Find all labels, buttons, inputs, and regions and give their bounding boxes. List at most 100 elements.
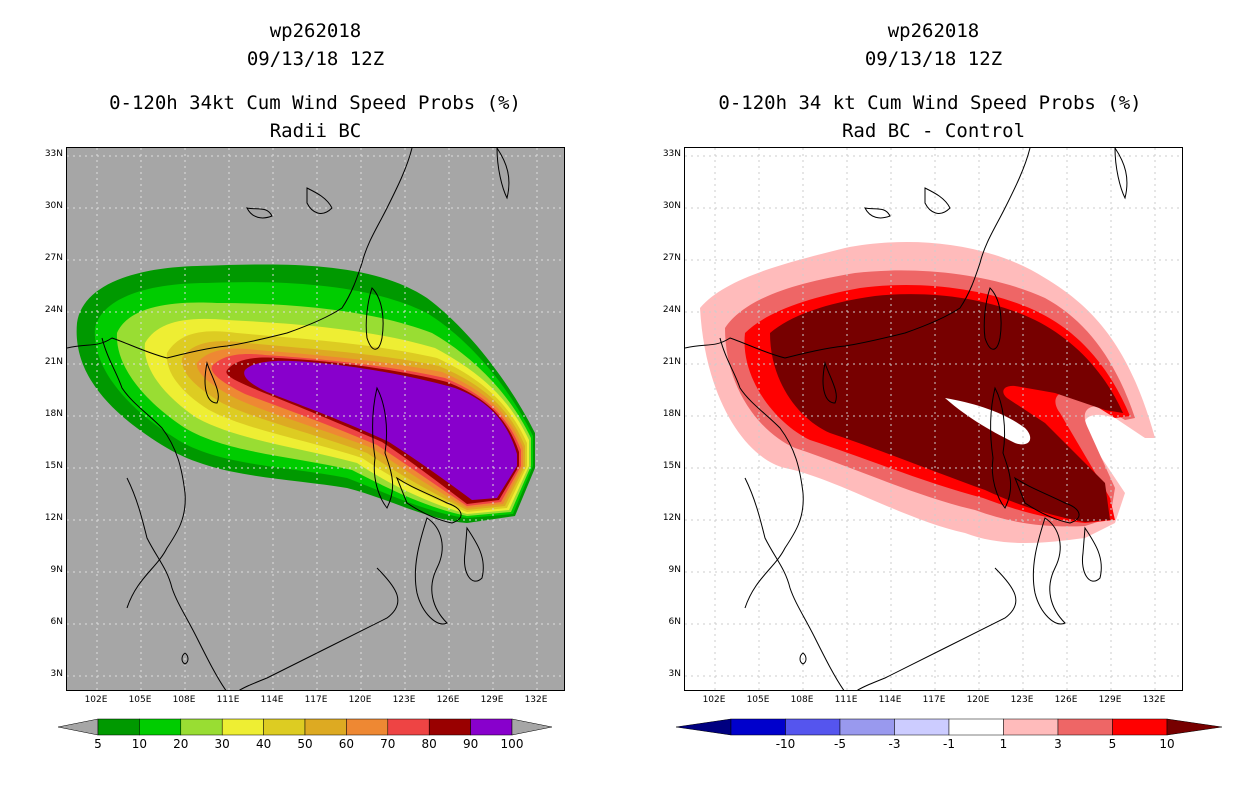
left-xtick-label: 126E [436,695,460,705]
right-xtick-label: 132E [1142,695,1166,705]
left-colorbar-below-arrow [57,718,99,736]
right-colorbar-tick-label: -3 [888,737,901,751]
left-xtick-label: 114E [260,695,284,705]
left-colorbar-tick-label: 20 [173,737,189,751]
right-ytick-label: 27N [662,253,681,263]
right-colorbar-tick-label: -10 [775,737,796,751]
left-colorbar-cell [263,718,306,736]
left-colorbar-tick-label: 30 [214,737,230,751]
right-colorbar-cell [730,718,786,736]
right-xtick-label: 108E [790,695,814,705]
left-xtick-label: 108E [172,695,196,705]
left-colorbar-cell [470,718,513,736]
left-coastlines [67,148,510,690]
left-colorbar-tick-label: 90 [462,737,479,751]
right-ytick-label: 3N [668,669,681,679]
right-xtick-label: 114E [878,695,902,705]
right-colorbar-cell [894,718,950,736]
left-colorbar-cell [346,718,389,736]
right-colorbar-cell [785,718,841,736]
left-colorbar-tick-label: 50 [297,737,313,751]
right-colorbar-cell [1112,718,1168,736]
contour-gt10 [770,294,1123,522]
right-colorbar-tick-label: -1 [943,737,955,751]
right-xtick-label: 105E [746,695,770,705]
left-title-storm: wp262018 [269,20,362,42]
contour-inner-notch [945,398,1031,445]
right-grid [685,148,1182,690]
left-ytick-label: 18N [44,409,63,419]
left-colorbar-tick-label: 40 [255,737,272,751]
right-ytick-label: 12N [662,513,681,523]
right-difference-map [684,147,1183,691]
right-colorbar-cell [839,718,895,736]
right-ytick-label: 30N [662,201,681,211]
left-colorbar-cell [428,718,471,736]
left-colorbar-tick-label: 70 [380,737,396,751]
left-colorbar-tick-label: 60 [338,737,355,751]
right-colorbar-cell [1003,718,1059,736]
left-title-date: 09/13/18 12Z [246,48,385,70]
right-map-svg [685,148,1182,690]
right-title-storm: wp262018 [887,20,980,42]
left-xtick-label: 132E [524,695,548,705]
right-colorbar-above-arrow [1166,718,1223,736]
left-ytick-label: 6N [50,617,63,627]
right-title-date: 09/13/18 12Z [864,48,1003,70]
left-xtick-label: 123E [392,695,416,705]
right-coastlines [685,148,1128,690]
left-colorbar-cell [139,718,182,736]
right-ytick-label: 21N [662,357,681,367]
right-colorbar-tick-label: 3 [1054,737,1062,751]
right-colorbar-tick-label: 5 [1108,737,1117,751]
left-xtick-label: 120E [348,695,372,705]
right-xtick-label: 102E [702,695,726,705]
left-ytick-label: 30N [44,201,63,211]
left-colorbar-cell [221,718,264,736]
right-ytick-label: 9N [668,565,681,575]
left-title-subtitle: Radii BC [269,120,362,142]
left-colorbar-tick-label: 10 [131,737,148,751]
left-map-svg [67,148,564,690]
right-ytick-label: 24N [662,305,681,315]
right-colorbar-cell [948,718,1004,736]
left-colorbar-cell [180,718,223,736]
left-ytick-label: 27N [44,253,63,263]
right-xtick-label: 129E [1098,695,1122,705]
left-title-product: 0-120h 34kt Cum Wind Speed Probs (%) [109,92,521,114]
right-ytick-label: 15N [662,461,681,471]
right-colorbar-tick-label: 10 [1159,737,1175,751]
left-ytick-label: 33N [44,149,63,159]
left-xtick-label: 129E [480,695,504,705]
left-ytick-label: 21N [44,357,63,367]
right-colorbar-below-arrow [675,718,732,736]
left-ytick-label: 12N [44,513,63,523]
left-xtick-label: 117E [304,695,328,705]
right-xtick-label: 117E [922,695,946,705]
left-ytick-label: 3N [50,669,63,679]
left-colorbar-cell [97,718,140,736]
left-colorbar-above-arrow [511,718,553,736]
right-xtick-label: 111E [834,695,858,705]
right-ytick-label: 33N [662,149,681,159]
left-colorbar-tick-label: 80 [421,737,437,751]
right-title-subtitle: Rad BC - Control [841,120,1026,142]
left-probability-map [66,147,565,691]
left-xtick-label: 102E [84,695,108,705]
right-colorbar-cell [1057,718,1113,736]
right-xtick-label: 123E [1010,695,1034,705]
right-colorbar-tick-label: -5 [834,737,846,751]
left-prob-contours [76,264,536,523]
right-diff-contours [700,241,1155,543]
right-ytick-label: 18N [662,409,681,419]
right-title-product: 0-120h 34 kt Cum Wind Speed Probs (%) [718,92,1142,114]
right-xtick-label: 120E [966,695,990,705]
left-ytick-label: 24N [44,305,63,315]
left-colorbar-tick-label: 5 [94,737,102,751]
left-colorbar-cell [387,718,430,736]
left-colorbar-tick-label: 100 [500,737,524,751]
left-colorbar-cell [304,718,347,736]
right-xtick-label: 126E [1054,695,1078,705]
left-ytick-label: 9N [50,565,63,575]
left-xtick-label: 111E [216,695,240,705]
